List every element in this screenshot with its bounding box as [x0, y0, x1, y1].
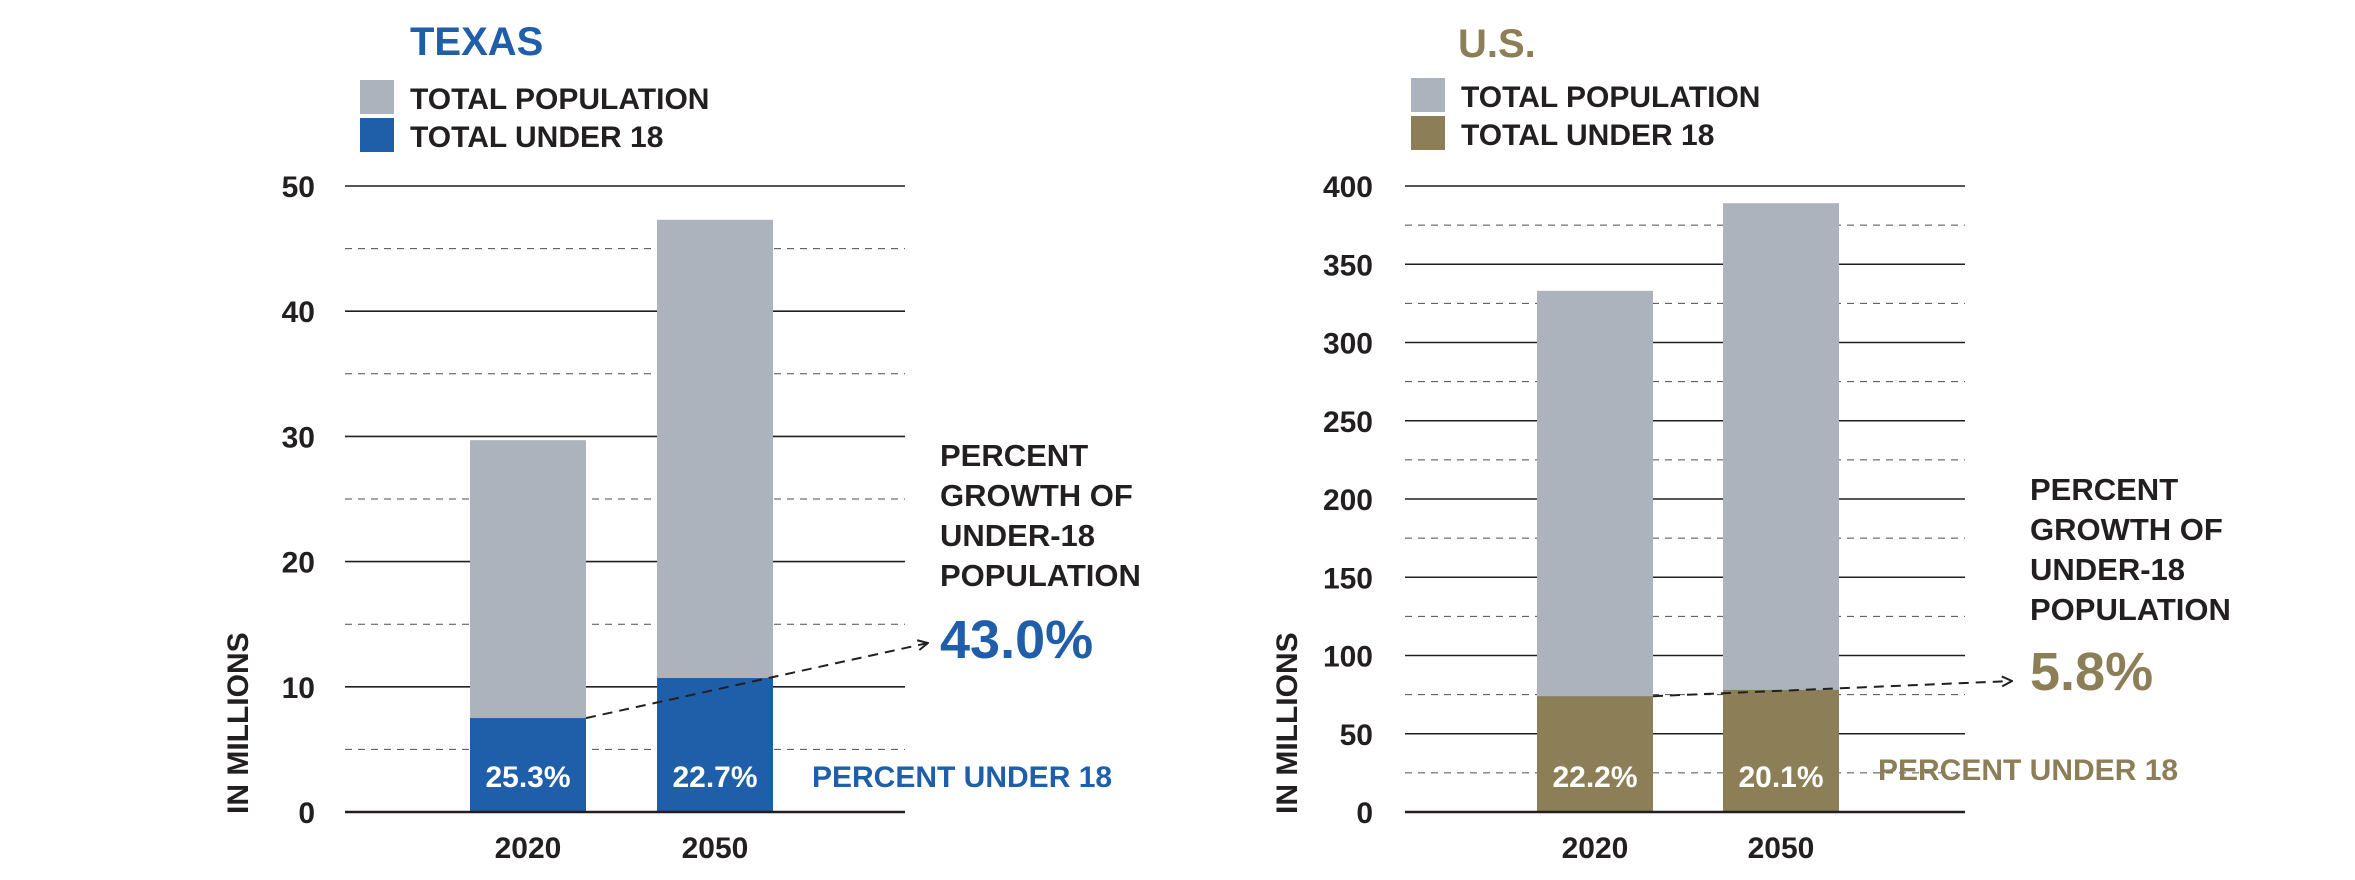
legend-swatch — [360, 118, 394, 152]
percent-under-18-label: PERCENT UNDER 18 — [1878, 754, 2178, 787]
x-tick-label: 2020 — [1562, 832, 1629, 865]
y-tick-label: 200 — [1323, 484, 1373, 517]
y-tick-label: 20 — [282, 547, 315, 580]
y-tick-label: 350 — [1323, 249, 1373, 282]
bar-under-18 — [470, 718, 586, 812]
x-tick-label: 2050 — [1748, 832, 1815, 865]
x-tick-label: 2020 — [495, 832, 562, 865]
growth-title-line: UNDER-18 — [2030, 552, 2185, 587]
percent-under-18-label: PERCENT UNDER 18 — [812, 761, 1112, 794]
y-tick-label: 150 — [1323, 562, 1373, 595]
growth-title-line: GROWTH OF — [2030, 512, 2223, 547]
growth-title-line: UNDER-18 — [940, 518, 1095, 553]
growth-arrow — [1652, 681, 2012, 698]
bar-percent-label: 25.3% — [485, 761, 570, 794]
legend-swatch — [1411, 116, 1445, 150]
y-tick-label: 50 — [282, 171, 315, 204]
growth-title-line: PERCENT — [2030, 472, 2178, 507]
legend-swatch — [1411, 78, 1445, 112]
y-tick-label: 40 — [282, 296, 315, 329]
growth-title-line: POPULATION — [2030, 592, 2231, 627]
y-tick-label: 50 — [1340, 719, 1373, 752]
y-tick-label: 300 — [1323, 328, 1373, 361]
growth-arrow — [585, 643, 928, 720]
y-tick-label: 10 — [282, 672, 315, 705]
chart-title: U.S. — [1458, 22, 1536, 66]
bar-under-18 — [1723, 689, 1839, 812]
us-chart: U.S. TOTAL POPULATION TOTAL UNDER 18 0 50 100… — [1271, 22, 2231, 865]
growth-title-line: PERCENT — [940, 438, 1088, 473]
y-tick-label: 400 — [1323, 171, 1373, 204]
y-axis-label: IN MILLIONS — [1271, 632, 1304, 814]
legend-label: TOTAL POPULATION — [410, 83, 709, 116]
bar-percent-label: 22.2% — [1552, 761, 1637, 794]
bar-under-18 — [657, 678, 773, 812]
y-tick-label: 100 — [1323, 641, 1373, 674]
chart-title: TEXAS — [410, 20, 543, 64]
y-tick-label: 30 — [282, 421, 315, 454]
texas-chart: TEXAS TOTAL POPULATION TOTAL UNDER 18 0 10 20… — [222, 20, 1141, 865]
legend-label: TOTAL UNDER 18 — [1461, 119, 1714, 152]
legend-label: TOTAL POPULATION — [1461, 81, 1760, 114]
x-tick-label: 2050 — [682, 832, 749, 865]
growth-value: 5.8% — [2030, 642, 2153, 702]
y-tick-label: 0 — [298, 797, 315, 830]
legend-label: TOTAL UNDER 18 — [410, 121, 663, 154]
bar-percent-label: 22.7% — [672, 761, 757, 794]
growth-value: 43.0% — [940, 610, 1093, 670]
y-tick-label: 0 — [1356, 797, 1373, 830]
bar-under-18 — [1537, 696, 1653, 812]
growth-title-line: POPULATION — [940, 558, 1141, 593]
legend-swatch — [360, 80, 394, 114]
bar-percent-label: 20.1% — [1738, 761, 1823, 794]
growth-title-line: GROWTH OF — [940, 478, 1133, 513]
y-axis-label: IN MILLIONS — [222, 632, 255, 814]
y-tick-label: 250 — [1323, 406, 1373, 439]
